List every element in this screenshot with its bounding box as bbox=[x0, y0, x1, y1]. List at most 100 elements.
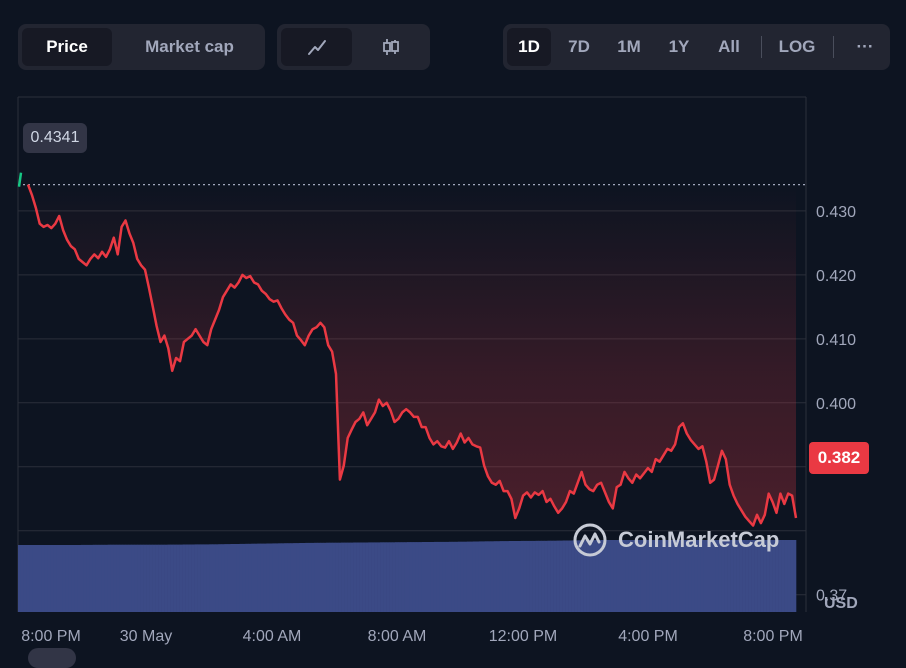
volume-bar bbox=[119, 544, 124, 612]
volume-bar bbox=[619, 540, 623, 612]
volume-bar bbox=[140, 544, 144, 612]
volume-bar bbox=[727, 540, 731, 612]
volume-bar bbox=[574, 540, 578, 612]
volume-bar bbox=[586, 540, 590, 612]
volume-bar bbox=[89, 544, 94, 612]
volume-bar bbox=[409, 542, 414, 612]
volume-bar bbox=[80, 544, 85, 612]
volume-bar bbox=[398, 542, 402, 612]
volume-bar bbox=[757, 540, 761, 612]
volume-bar bbox=[745, 540, 749, 612]
bottom-handle[interactable] bbox=[28, 648, 76, 668]
volume-bar bbox=[257, 543, 261, 612]
volume-bar bbox=[332, 542, 336, 612]
volume-bar bbox=[281, 543, 285, 612]
volume-bar bbox=[550, 540, 554, 612]
x-tick-label: 30 May bbox=[120, 628, 172, 645]
volume-bar bbox=[442, 541, 447, 612]
volume-bar bbox=[466, 541, 471, 612]
volume-bar bbox=[164, 544, 168, 612]
volume-bar bbox=[158, 544, 162, 612]
volume-bar bbox=[562, 540, 566, 612]
more-options-button[interactable]: ··· bbox=[856, 37, 874, 56]
volume-bar bbox=[317, 542, 321, 612]
x-tick-label: 8:00 PM bbox=[743, 628, 803, 645]
range-all[interactable]: All bbox=[718, 37, 740, 56]
volume-bar bbox=[709, 540, 713, 612]
volume-bar bbox=[200, 544, 204, 612]
volume-bar bbox=[128, 544, 133, 612]
volume-bar bbox=[305, 542, 309, 612]
currency-label: USD bbox=[824, 595, 858, 612]
volume-bar bbox=[748, 540, 752, 612]
volume-bar bbox=[272, 543, 276, 612]
range-1d[interactable]: 1D bbox=[507, 28, 551, 66]
volume-bar bbox=[359, 542, 363, 612]
volume-bar bbox=[568, 540, 572, 612]
volume-bar bbox=[517, 541, 522, 612]
volume-bar bbox=[323, 542, 327, 612]
volume-bar bbox=[469, 541, 474, 612]
volume-bar bbox=[685, 540, 689, 612]
range-1y[interactable]: 1Y bbox=[668, 37, 690, 56]
volume-bar bbox=[221, 544, 225, 612]
volume-bar bbox=[125, 544, 130, 612]
volume-bar bbox=[299, 543, 303, 612]
price-tab[interactable]: Price bbox=[22, 28, 112, 66]
volume-bar bbox=[496, 541, 501, 612]
volume-bar bbox=[116, 544, 121, 612]
volume-bar bbox=[134, 544, 138, 612]
volume-bar bbox=[149, 544, 153, 612]
range-7d[interactable]: 7D bbox=[568, 37, 590, 56]
volume-bar bbox=[212, 544, 216, 612]
volume-bar bbox=[59, 545, 64, 612]
volume-bar bbox=[308, 542, 312, 612]
range-1m[interactable]: 1M bbox=[617, 37, 641, 56]
volume-bar bbox=[224, 544, 228, 612]
volume-bar bbox=[311, 542, 315, 612]
volume-bar bbox=[451, 541, 456, 612]
volume-bar bbox=[143, 544, 147, 612]
volume-bar bbox=[131, 544, 135, 612]
volume-bar bbox=[565, 540, 569, 612]
start-price-label: 0.4341 bbox=[23, 123, 87, 153]
x-tick-label: 8:00 PM bbox=[21, 628, 81, 645]
volume-bar bbox=[347, 542, 351, 612]
volume-bar bbox=[445, 541, 450, 612]
volume-bar bbox=[583, 540, 587, 612]
volume-bar bbox=[655, 540, 659, 612]
volume-bar bbox=[407, 542, 411, 612]
line-chart-icon[interactable] bbox=[281, 28, 352, 66]
volume-bar bbox=[484, 541, 489, 612]
volume-bar bbox=[787, 540, 791, 612]
price-area-fill bbox=[28, 184, 796, 526]
volume-bar bbox=[781, 540, 785, 612]
volume-bar bbox=[541, 540, 545, 612]
volume-bar bbox=[23, 545, 28, 612]
volume-bar bbox=[706, 540, 710, 612]
log-scale-button[interactable]: LOG bbox=[778, 37, 816, 56]
volume-bar bbox=[47, 545, 52, 612]
volume-bar bbox=[523, 540, 527, 612]
volume-bar bbox=[649, 540, 653, 612]
volume-bar bbox=[430, 542, 435, 612]
volume-bar bbox=[41, 545, 46, 612]
volume-bar bbox=[679, 540, 683, 612]
volume-bar bbox=[329, 542, 333, 612]
volume-bar bbox=[730, 540, 734, 612]
volume-bar bbox=[454, 541, 459, 612]
volume-bar bbox=[613, 540, 617, 612]
market-cap-tab[interactable]: Market cap bbox=[145, 37, 234, 56]
price-marketcap-toggle: Price Market cap bbox=[18, 24, 265, 70]
volume-bar bbox=[778, 540, 782, 612]
candlestick-icon[interactable] bbox=[356, 28, 426, 66]
volume-bar bbox=[374, 542, 378, 612]
volume-bar bbox=[754, 540, 758, 612]
volume-bar bbox=[137, 544, 141, 612]
range-divider bbox=[761, 36, 762, 58]
volume-bar bbox=[724, 540, 728, 612]
volume-bar bbox=[104, 544, 109, 612]
volume-bar bbox=[529, 540, 533, 612]
y-tick-label: 0.37 bbox=[816, 588, 847, 605]
